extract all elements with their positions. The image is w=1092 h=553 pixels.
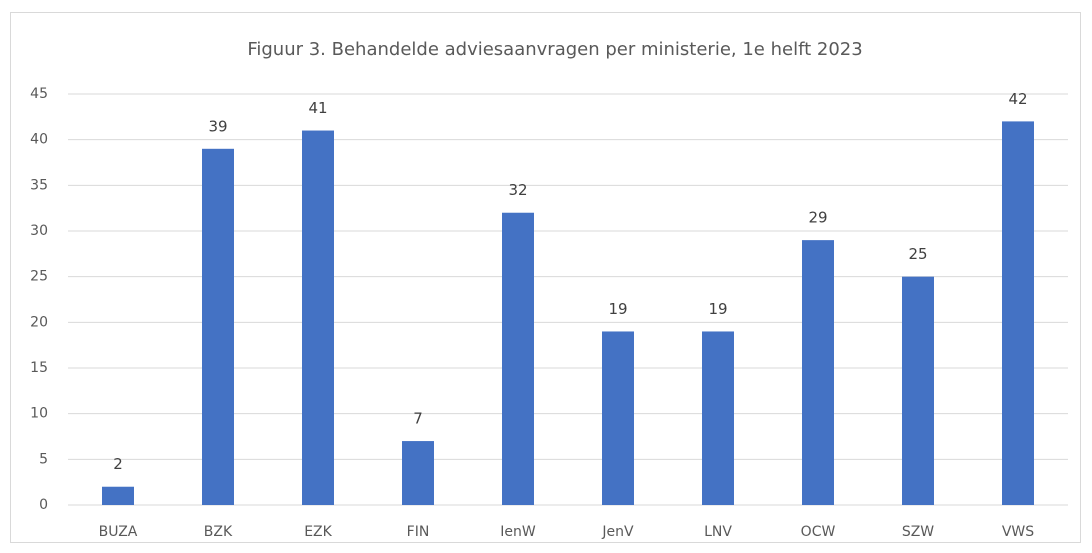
y-tick-label: 5 [39,451,48,467]
x-tick-label: BUZA [99,524,138,540]
y-tick-label: 25 [30,269,48,285]
bar [1002,121,1034,506]
y-tick-label: 35 [30,177,48,193]
data-label: 32 [508,181,527,199]
y-tick-label: 10 [30,406,48,422]
data-label: 7 [413,410,423,428]
x-tick-label: LNV [704,524,732,540]
y-tick-label: 45 [30,86,48,102]
bar [502,212,534,505]
data-label: 19 [708,300,727,318]
data-label: 2 [113,455,123,473]
x-tick-label: OCW [801,524,836,540]
bar [202,148,234,506]
x-tick-label: IenW [500,524,536,540]
y-tick-label: 20 [30,314,48,330]
x-tick-label: SZW [902,524,934,540]
bar [802,240,834,505]
bar [402,441,434,505]
chart-title: Figuur 3. Behandelde adviesaanvragen per… [247,39,862,60]
x-tick-label: FIN [407,524,430,540]
x-tick-label: EZK [304,524,332,540]
x-tick-label: BZK [204,524,233,540]
x-tick-label: JenV [601,524,634,540]
bar [702,331,734,505]
y-tick-label: 0 [39,497,48,513]
bar [102,486,134,505]
y-tick-label: 15 [30,360,48,376]
y-tick-label: 30 [30,223,48,239]
data-label: 42 [1008,90,1027,108]
data-label: 25 [908,245,927,263]
data-label: 29 [808,209,827,227]
bar [602,331,634,505]
bar [302,130,334,506]
y-tick-label: 40 [30,132,48,148]
data-label: 41 [308,99,327,117]
bar [902,276,934,505]
data-label: 19 [608,300,627,318]
x-tick-label: VWS [1002,524,1034,540]
data-label: 39 [208,117,227,135]
